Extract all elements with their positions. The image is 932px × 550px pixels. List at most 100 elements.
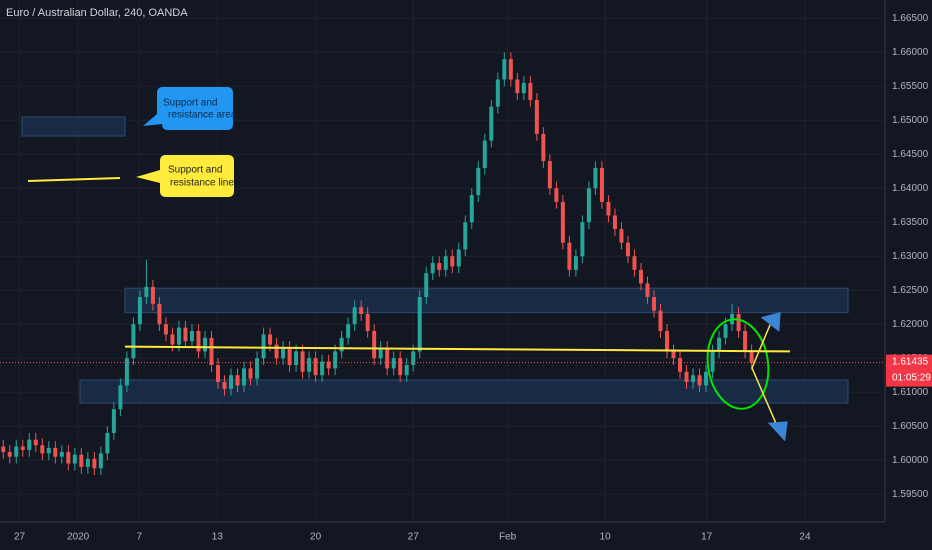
candle-body bbox=[111, 409, 116, 433]
candle-body bbox=[346, 324, 351, 338]
candle-body bbox=[163, 324, 168, 335]
candle-body bbox=[469, 195, 474, 223]
candle-body bbox=[385, 348, 390, 369]
candle-body bbox=[658, 310, 663, 332]
candle-body bbox=[625, 242, 630, 257]
candle-body bbox=[599, 167, 604, 202]
candle-body bbox=[248, 368, 253, 379]
x-tick-label: 20 bbox=[310, 532, 322, 543]
candle-body bbox=[196, 331, 201, 352]
last-price-label: 1.61435 bbox=[892, 356, 929, 367]
candle-body bbox=[697, 375, 702, 386]
candle-body bbox=[573, 256, 578, 270]
candle-body bbox=[404, 364, 409, 376]
candle-body bbox=[743, 331, 748, 352]
candle-body bbox=[411, 351, 416, 365]
candle-body bbox=[534, 99, 539, 134]
candle-body bbox=[508, 59, 513, 80]
candle-body bbox=[691, 375, 696, 382]
candle-body bbox=[1, 446, 6, 452]
last-price-tag bbox=[886, 354, 932, 387]
candle-body bbox=[339, 337, 344, 352]
y-tick-label: 1.64500 bbox=[892, 149, 929, 160]
candle-body bbox=[320, 361, 325, 376]
candle-body bbox=[502, 59, 507, 80]
candle-body bbox=[261, 334, 266, 359]
candle-body bbox=[268, 334, 273, 345]
candle-body bbox=[313, 358, 318, 376]
grid bbox=[0, 0, 885, 522]
candle-body bbox=[619, 229, 624, 243]
candle-body bbox=[515, 79, 520, 94]
candle-body bbox=[157, 303, 162, 325]
candle-body bbox=[391, 358, 396, 369]
axes: 1.595001.600001.605001.610001.615001.620… bbox=[0, 13, 932, 543]
candle-body bbox=[131, 324, 136, 359]
trendline bbox=[124, 345, 791, 353]
candle-body bbox=[300, 351, 305, 372]
candle-body bbox=[281, 348, 286, 359]
candle-body bbox=[665, 331, 670, 352]
candle-body bbox=[443, 256, 448, 270]
candle-body bbox=[66, 451, 71, 464]
candle-body bbox=[53, 447, 58, 457]
y-tick-label: 1.63000 bbox=[892, 251, 929, 262]
candle-body bbox=[98, 453, 103, 469]
candle-body bbox=[255, 358, 260, 379]
candle-body bbox=[417, 297, 422, 352]
y-tick-label: 1.60500 bbox=[892, 421, 929, 432]
x-tick-label: 17 bbox=[701, 532, 713, 543]
arrow-down bbox=[767, 421, 788, 442]
candle-body bbox=[150, 286, 155, 304]
support-resistance-zone bbox=[124, 287, 849, 314]
x-tick-label: 27 bbox=[14, 532, 26, 543]
candle-body bbox=[710, 351, 715, 372]
candle-body bbox=[105, 432, 110, 454]
candle-body bbox=[183, 327, 188, 342]
candle-body bbox=[541, 133, 546, 162]
callout-bubble bbox=[136, 155, 234, 197]
support-resistance-zone bbox=[79, 379, 849, 404]
candle-body bbox=[567, 242, 572, 270]
annotation-text: resistance area bbox=[168, 110, 237, 121]
candle-body bbox=[72, 454, 77, 464]
candle-body bbox=[352, 307, 357, 325]
candle-body bbox=[528, 82, 533, 100]
candle-body bbox=[645, 283, 650, 298]
annotation-text: Support and bbox=[168, 165, 223, 176]
candle-body bbox=[294, 351, 299, 365]
candle-body bbox=[235, 375, 240, 386]
chart-title: Euro / Australian Dollar, 240, OANDA bbox=[6, 7, 188, 19]
y-tick-label: 1.60000 bbox=[892, 455, 929, 466]
x-tick-label: 24 bbox=[799, 532, 811, 543]
candle-body bbox=[736, 314, 741, 332]
candle-body bbox=[209, 337, 214, 365]
candle-body bbox=[7, 451, 12, 457]
candle-body bbox=[333, 351, 338, 369]
candle-body bbox=[170, 334, 175, 345]
candle-body bbox=[651, 297, 656, 311]
candle-body bbox=[92, 458, 97, 469]
candle-body bbox=[723, 324, 728, 338]
y-tick-label: 1.66500 bbox=[892, 13, 929, 24]
candle-body bbox=[717, 337, 722, 352]
candle-body bbox=[40, 445, 45, 454]
x-tick-label: 10 bbox=[600, 532, 612, 543]
candle-body bbox=[547, 161, 552, 189]
candle-body bbox=[606, 201, 611, 216]
arrow-up bbox=[760, 312, 781, 332]
annotation-text: resistance line bbox=[170, 178, 234, 189]
candle-body bbox=[79, 454, 84, 467]
candle-body bbox=[365, 314, 370, 332]
candle-body bbox=[430, 263, 435, 274]
y-tick-label: 1.66000 bbox=[892, 47, 929, 58]
candle-body bbox=[476, 167, 481, 196]
candle-body bbox=[222, 381, 227, 389]
candle-body bbox=[554, 188, 559, 202]
candle-body bbox=[59, 451, 64, 457]
candle-body bbox=[586, 188, 591, 223]
candle-body bbox=[671, 351, 676, 359]
candle-body bbox=[684, 371, 689, 382]
x-tick-label: Feb bbox=[499, 532, 517, 543]
